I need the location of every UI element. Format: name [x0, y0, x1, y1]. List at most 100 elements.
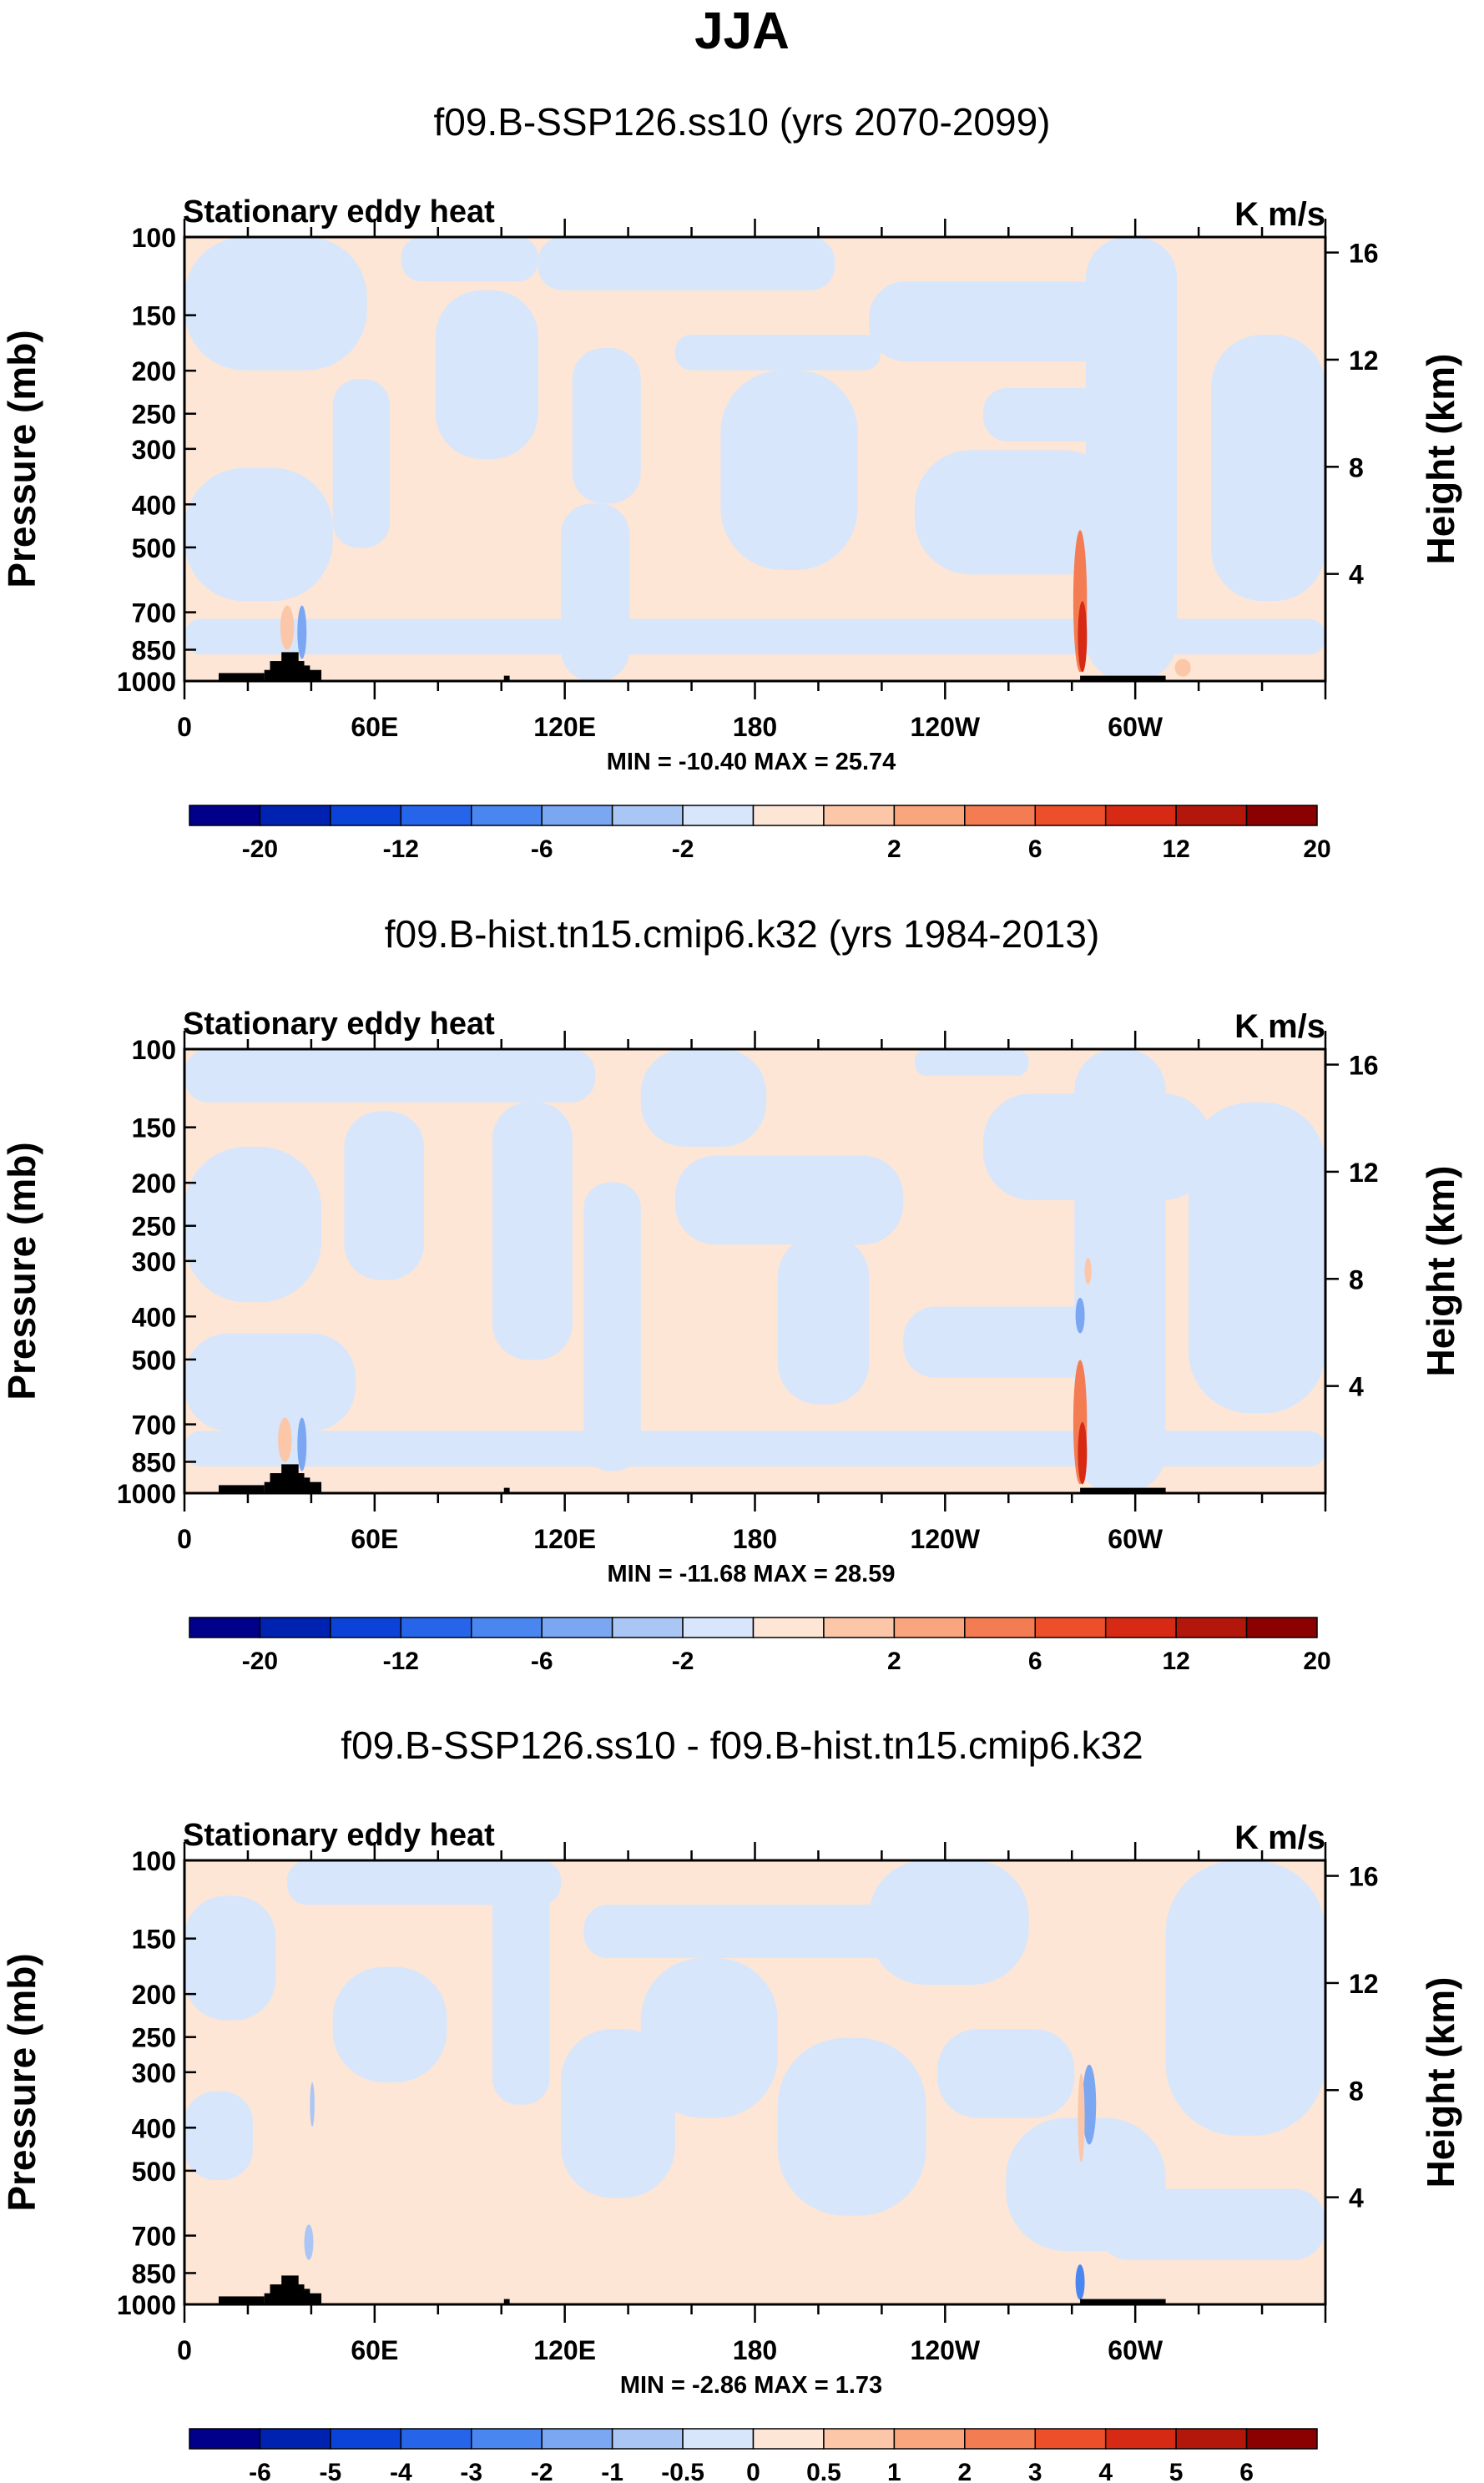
colorbar-swatch: [1175, 2428, 1248, 2450]
colorbar-swatch: [823, 805, 896, 826]
colorbar-label: 12: [1162, 835, 1189, 863]
contour-region: [184, 237, 367, 371]
colorbar-swatch: [259, 2428, 331, 2450]
colorbar-label: -4: [390, 2459, 412, 2483]
topography: [219, 673, 265, 681]
y2-tick-label: 16: [1349, 1051, 1379, 1081]
topography: [1080, 1487, 1166, 1493]
left-corner-label: Stationary eddy heat: [183, 1818, 495, 1853]
contour-region: [184, 1333, 356, 1431]
topography: [503, 1487, 510, 1493]
contour-region: [184, 1049, 596, 1103]
colorbar-label: 1: [887, 2459, 901, 2483]
y-tick-label: 700: [132, 2222, 176, 2252]
topography: [304, 2289, 310, 2304]
x-tick-label: 120E: [533, 1524, 596, 1554]
colorbar-swatch: [541, 2428, 613, 2450]
colorbar-label: -6: [249, 2459, 271, 2483]
colorbar-swatch: [964, 805, 1036, 826]
units-label: K m/s: [1234, 196, 1325, 233]
colorbar-label: 6: [1239, 2459, 1254, 2483]
y-tick-label: 700: [132, 1411, 176, 1441]
contour-region: [538, 237, 835, 290]
colorbar-swatch: [1034, 805, 1107, 826]
contour-region: [184, 2091, 254, 2181]
x-tick-label: 180: [733, 712, 777, 742]
x-tick-label: 60E: [351, 712, 398, 742]
contour-feature: [297, 605, 307, 659]
colorbar-swatch: [189, 805, 261, 826]
topography: [1080, 675, 1166, 681]
min-max-stats: MIN = -10.40 MAX = 25.74: [607, 749, 896, 775]
y2-tick-label: 4: [1349, 2183, 1364, 2213]
left-corner-label: Stationary eddy heat: [183, 1007, 495, 1042]
chart-panel-3: f09.B-SSP126.ss10 - f09.B-hist.tn15.cmip…: [0, 1723, 1462, 2483]
colorbar-swatch: [682, 2428, 755, 2450]
x-tick-label: 120W: [911, 2335, 981, 2365]
topography: [281, 652, 299, 681]
colorbar-swatch: [1034, 1617, 1107, 1638]
y-axis-label: Pressure (mb): [0, 1953, 43, 2211]
y-tick-label: 850: [132, 1447, 176, 1477]
colorbar-swatch: [400, 1617, 472, 1638]
colorbar-label: 2: [887, 1648, 901, 1675]
y2-tick-label: 16: [1349, 239, 1379, 269]
x-tick-label: 60W: [1108, 2335, 1163, 2365]
contour-region: [492, 1860, 550, 2105]
contour-region: [1085, 237, 1178, 681]
y2-tick-label: 16: [1349, 1862, 1379, 1892]
y2-tick-label: 12: [1349, 1969, 1379, 1999]
contour-region: [583, 1905, 926, 1959]
x-tick-label: 0: [177, 712, 192, 742]
x-tick-label: 60E: [351, 2335, 398, 2365]
contour-region: [435, 290, 538, 459]
x-tick-label: 120W: [911, 712, 981, 742]
colorbar-swatch: [682, 1617, 755, 1638]
colorbar-label: 3: [1028, 2459, 1042, 2483]
panel-title: f09.B-SSP126.ss10 - f09.B-hist.tn15.cmip…: [341, 1723, 1143, 1767]
colorbar-swatch: [541, 805, 613, 826]
y-tick-label: 150: [132, 301, 176, 331]
contour-feature: [280, 605, 295, 650]
contour-region: [777, 1235, 870, 1405]
colorbar-label: 6: [1028, 835, 1042, 863]
contour-region: [1097, 2188, 1325, 2260]
panel-title: f09.B-SSP126.ss10 (yrs 2070-2099): [434, 100, 1051, 144]
contour-feature: [278, 1417, 292, 1462]
contour-region: [583, 1182, 641, 1471]
colorbar-swatch: [752, 1617, 825, 1638]
y-tick-label: 100: [132, 1035, 176, 1065]
x-tick-label: 120W: [911, 1524, 981, 1554]
colorbar-swatch: [189, 2428, 261, 2450]
contour-region: [401, 237, 538, 282]
y-tick-label: 250: [132, 1212, 176, 1242]
contour-region: [287, 1860, 562, 1905]
topography: [304, 665, 310, 681]
contour-region: [572, 348, 641, 504]
colorbar-label: -2: [672, 835, 694, 863]
y-tick-label: 200: [132, 356, 176, 386]
contour-region: [1074, 1049, 1166, 1493]
y-tick-label: 500: [132, 2157, 176, 2187]
topography: [503, 675, 510, 681]
y-tick-label: 250: [132, 2023, 176, 2053]
colorbar-swatch: [471, 2428, 543, 2450]
colorbar-swatch: [1104, 805, 1177, 826]
contour-region: [184, 1895, 276, 2021]
y-tick-label: 150: [132, 1925, 176, 1955]
contour-region: [640, 1958, 778, 2118]
colorbar-swatch: [682, 805, 755, 826]
colorbar-swatch: [752, 805, 825, 826]
contour-feature: [1078, 2073, 1085, 2163]
contour-region: [777, 2037, 926, 2216]
colorbar-label: -6: [531, 835, 553, 863]
y-tick-label: 1000: [117, 1479, 176, 1509]
units-label: K m/s: [1234, 1819, 1325, 1856]
left-corner-label: Stationary eddy heat: [183, 194, 495, 230]
y-tick-label: 200: [132, 1980, 176, 2010]
colorbar-swatch: [611, 805, 684, 826]
topography: [219, 2296, 265, 2304]
colorbar-label: 5: [1169, 2459, 1184, 2483]
x-tick-label: 120E: [533, 712, 596, 742]
x-tick-label: 180: [733, 1524, 777, 1554]
